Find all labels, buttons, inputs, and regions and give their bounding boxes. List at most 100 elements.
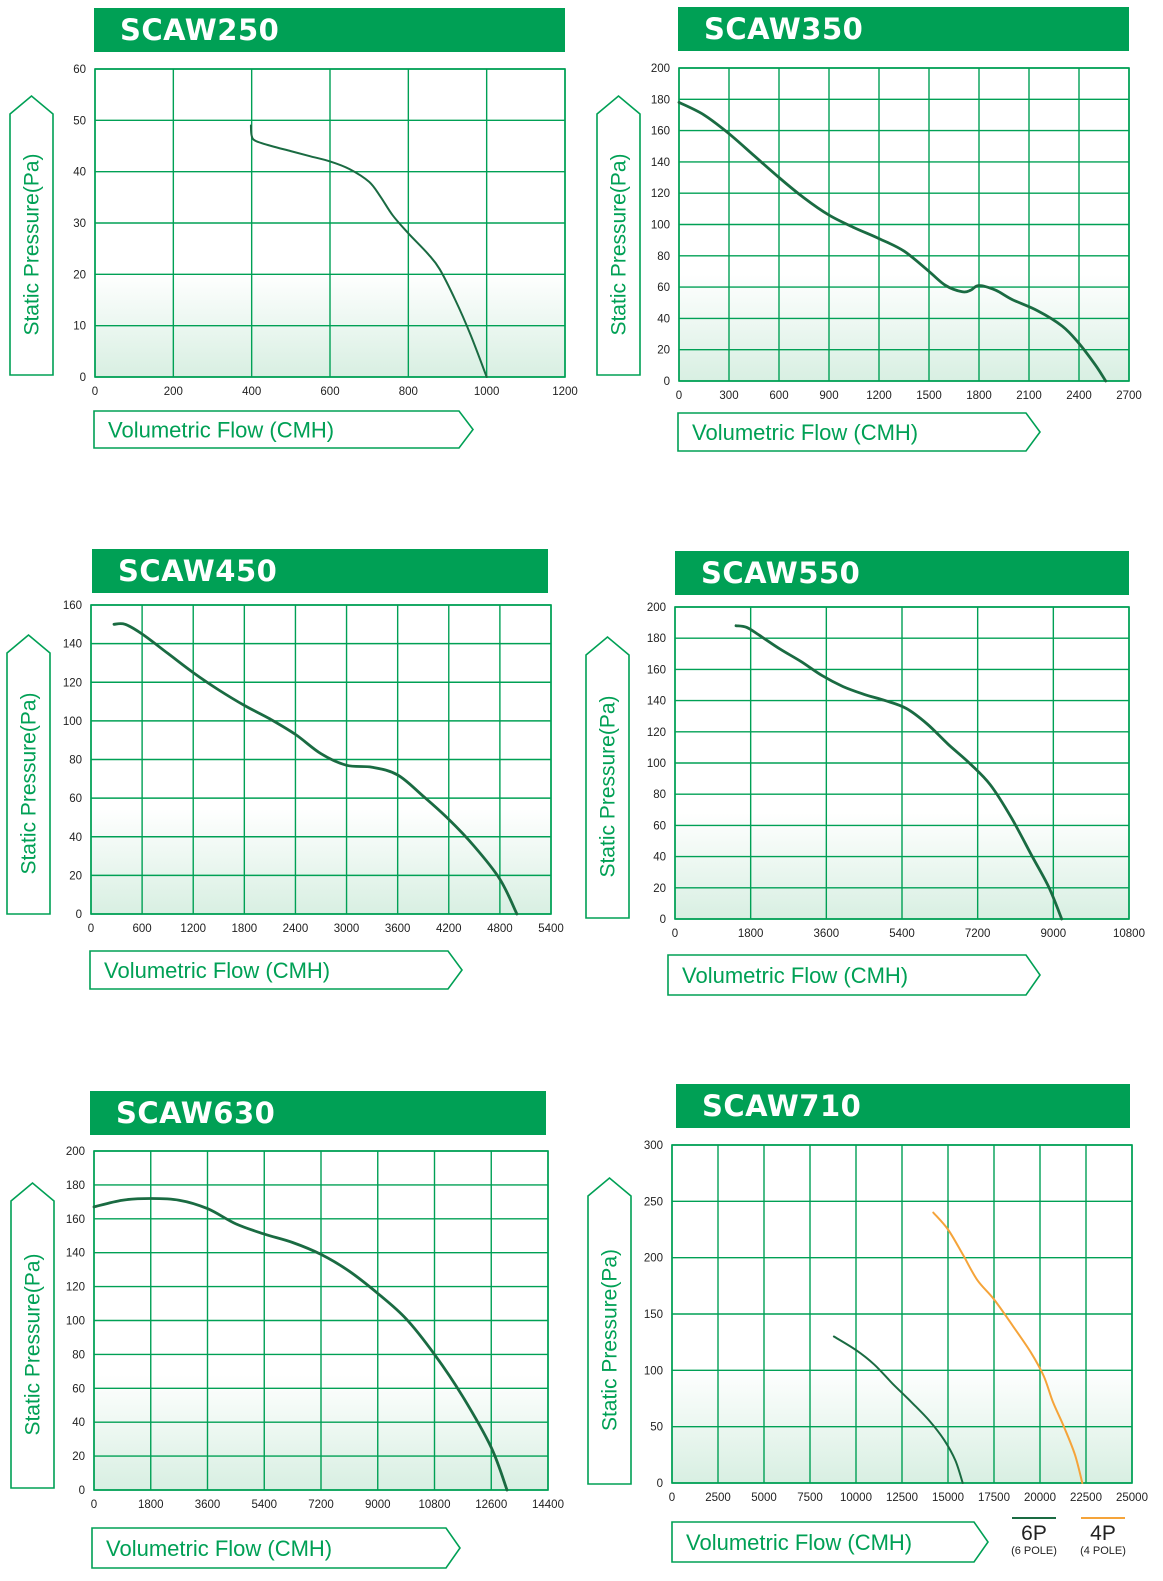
x-axis-label: Volumetric Flow (CMH) [104, 958, 330, 983]
y-axis-label: Static Pressure(Pa) [18, 692, 41, 874]
y-tick-label: 20 [657, 345, 670, 357]
x-tick-label: 3600 [385, 923, 411, 935]
x-tick-label: 2500 [705, 1492, 731, 1504]
legend-sublabel: (4 POLE) [1080, 1545, 1126, 1557]
x-tick-label: 7200 [308, 1499, 334, 1511]
x-tick-label: 1200 [866, 390, 892, 402]
x-tick-label: 1200 [180, 923, 206, 935]
series-line [734, 624, 1064, 921]
y-tick-label: 50 [650, 1422, 663, 1434]
x-tick-label: 0 [676, 390, 682, 402]
y-tick-label: 100 [644, 1365, 663, 1377]
y-tick-label: 80 [69, 755, 82, 767]
y-tick-label: 180 [647, 633, 666, 645]
series-line [832, 1335, 964, 1484]
y-tick-label: 120 [63, 677, 82, 689]
x-tick-label: 25000 [1116, 1492, 1148, 1504]
y-tick-label: 140 [66, 1248, 85, 1260]
x-axis-label: Volumetric Flow (CMH) [692, 420, 918, 445]
x-tick-label: 800 [399, 386, 418, 398]
x-tick-label: 4200 [436, 923, 462, 935]
chart-title: SCAW550 [675, 551, 1129, 595]
legend-label: 6P [1021, 1522, 1047, 1545]
x-axis-label-arrow [89, 950, 463, 990]
y-tick-label: 160 [66, 1214, 85, 1226]
x-tick-label: 1800 [966, 390, 992, 402]
y-tick-label: 140 [651, 157, 670, 169]
x-tick-label: 5000 [751, 1492, 777, 1504]
y-tick-label: 50 [73, 115, 86, 127]
y-tick-label: 120 [66, 1282, 85, 1294]
x-tick-label: 10800 [419, 1499, 451, 1511]
y-tick-label: 200 [66, 1146, 85, 1158]
series-line [932, 1211, 1084, 1484]
x-tick-label: 0 [672, 928, 678, 940]
x-tick-label: 2400 [283, 923, 309, 935]
x-tick-label: 300 [719, 390, 738, 402]
chart-title: SCAW630 [90, 1091, 546, 1135]
x-tick-label: 15000 [932, 1492, 964, 1504]
y-axis-label-arrow [10, 1181, 55, 1489]
x-tick-label: 2100 [1016, 390, 1042, 402]
x-tick-label: 3000 [334, 923, 360, 935]
y-axis-label-arrow [587, 1176, 632, 1485]
x-axis-label: Volumetric Flow (CMH) [682, 963, 908, 988]
y-tick-label: 60 [653, 820, 666, 832]
y-tick-label: 0 [657, 1478, 663, 1490]
y-tick-label: 80 [72, 1349, 85, 1361]
x-tick-label: 9000 [1041, 928, 1067, 940]
x-tick-label: 1000 [474, 386, 500, 398]
x-tick-label: 1200 [552, 386, 578, 398]
x-tick-label: 3600 [195, 1499, 221, 1511]
plot-gradient [91, 808, 551, 914]
plot-gradient [679, 274, 1129, 381]
y-axis-label: Static Pressure(Pa) [608, 153, 631, 335]
x-tick-label: 10800 [1113, 928, 1145, 940]
y-axis-label: Static Pressure(Pa) [22, 1253, 45, 1435]
x-tick-label: 14400 [532, 1499, 564, 1511]
x-tick-label: 12600 [475, 1499, 507, 1511]
x-tick-label: 200 [164, 386, 183, 398]
x-axis-label-arrow [91, 1527, 461, 1569]
y-tick-label: 0 [80, 372, 86, 384]
x-axis-label-arrow [677, 412, 1041, 452]
y-axis-label-arrow [585, 635, 630, 919]
x-tick-label: 5400 [889, 928, 915, 940]
x-tick-label: 9000 [365, 1499, 391, 1511]
legend-6p: 6P (6 POLE) [1004, 1517, 1064, 1558]
x-tick-label: 10000 [840, 1492, 872, 1504]
x-axis-label: Volumetric Flow (CMH) [686, 1530, 912, 1555]
y-tick-label: 150 [644, 1309, 663, 1321]
y-tick-label: 40 [653, 852, 666, 864]
y-tick-label: 60 [72, 1383, 85, 1395]
y-tick-label: 10 [73, 321, 86, 333]
x-tick-label: 3600 [814, 928, 840, 940]
y-tick-label: 160 [651, 126, 670, 138]
y-axis-label-arrow [9, 94, 54, 376]
y-tick-label: 140 [647, 696, 666, 708]
legend-swatch-4p [1081, 1517, 1125, 1519]
y-tick-label: 0 [76, 909, 82, 921]
y-tick-label: 40 [72, 1417, 85, 1429]
y-tick-label: 60 [73, 64, 86, 76]
y-tick-label: 20 [69, 870, 82, 882]
y-axis-label-arrow [596, 94, 641, 376]
y-tick-label: 120 [651, 188, 670, 200]
x-tick-label: 0 [88, 923, 94, 935]
series-line [249, 124, 488, 378]
y-tick-label: 80 [653, 789, 666, 801]
y-tick-label: 160 [647, 664, 666, 676]
x-tick-label: 2700 [1116, 390, 1142, 402]
y-axis-label: Static Pressure(Pa) [21, 153, 44, 335]
chart-title: SCAW350 [678, 7, 1129, 51]
y-tick-label: 40 [69, 832, 82, 844]
x-tick-label: 600 [769, 390, 788, 402]
x-tick-label: 17500 [978, 1492, 1010, 1504]
y-tick-label: 40 [73, 167, 86, 179]
series-line [677, 101, 1108, 383]
chart-title: SCAW450 [92, 549, 548, 593]
